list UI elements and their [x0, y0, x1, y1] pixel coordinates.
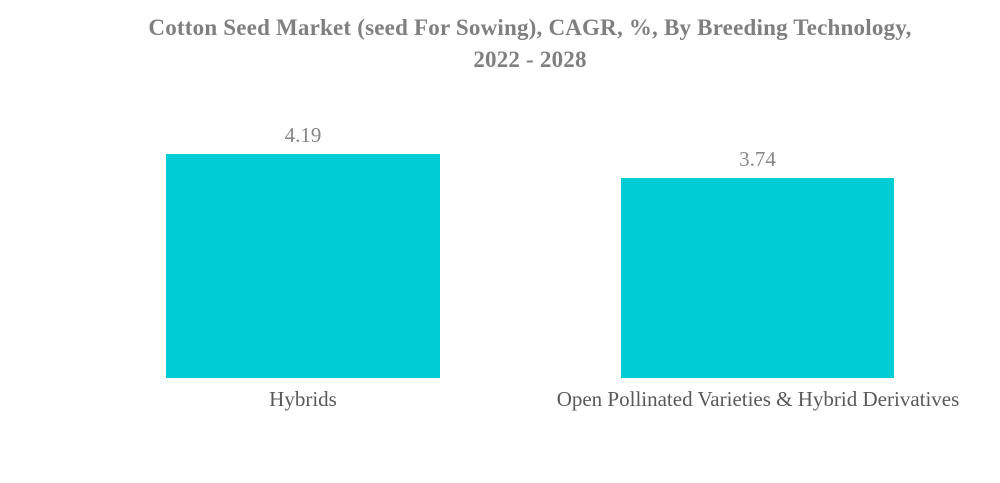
chart-title-line2: 2022 - 2028: [473, 47, 587, 72]
chart-title: Cotton Seed Market (seed For Sowing), CA…: [60, 12, 1000, 76]
category-label-open-pollinated: Open Pollinated Varieties & Hybrid Deriv…: [556, 387, 960, 411]
bar-group-hybrids: 4.19: [166, 124, 440, 378]
bar-group-open-pollinated: 3.74: [621, 148, 894, 378]
chart-title-line1: Cotton Seed Market (seed For Sowing), CA…: [148, 15, 912, 40]
value-label-hybrids: 4.19: [284, 123, 322, 147]
value-label-open-pollinated: 3.74: [739, 147, 776, 171]
category-label-hybrids: Hybrids: [269, 387, 337, 411]
bar-open-pollinated: [621, 178, 894, 378]
bar-hybrids: [166, 154, 440, 378]
